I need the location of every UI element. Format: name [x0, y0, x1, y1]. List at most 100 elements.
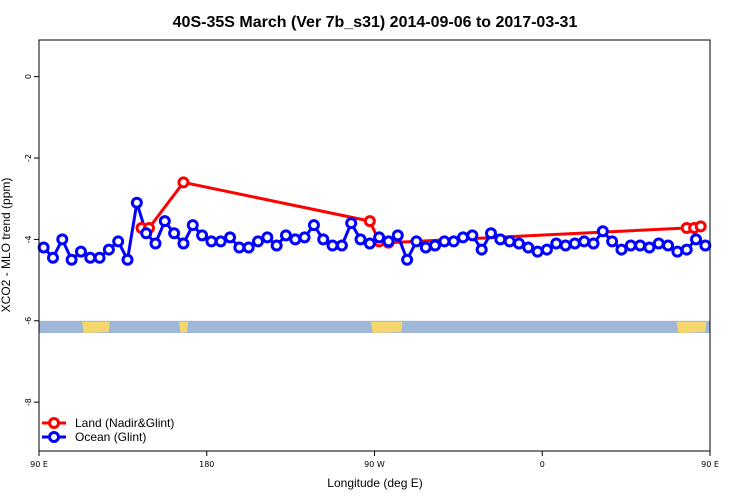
- series-point-1: [158, 215, 171, 228]
- series-point-1: [37, 241, 50, 254]
- series-point-1: [457, 231, 470, 244]
- series-point-1: [242, 241, 255, 254]
- y-tick-label: -8: [24, 398, 33, 406]
- legend-item-ocean: Ocean (Glint): [42, 430, 146, 444]
- y-tick-label: -2: [24, 154, 33, 162]
- series-point-1: [289, 233, 302, 246]
- series-point-1: [410, 235, 423, 248]
- series-point-1: [84, 251, 97, 264]
- series-point-1: [475, 243, 488, 256]
- series-point-0: [177, 176, 190, 189]
- legend-land-marker: [48, 417, 60, 429]
- y-axis: 0 -2 -4 -6 -8: [24, 74, 39, 406]
- series-point-1: [121, 253, 134, 266]
- x-axis: 90 E 180 90 W 0 90 E: [30, 451, 719, 469]
- series-point-1: [466, 229, 479, 242]
- x-tick-label: 90 W: [364, 460, 385, 469]
- series-point-1: [261, 231, 274, 244]
- series-point-1: [56, 233, 69, 246]
- x-axis-label: Longitude (deg E): [327, 476, 422, 490]
- y-axis-label: XCO2 - MLO trend (ppm): [0, 178, 13, 313]
- legend-item-land: Land (Nadir&Glint): [42, 416, 174, 430]
- series-point-1: [503, 235, 516, 248]
- series-point-1: [224, 231, 237, 244]
- series-point-1: [662, 239, 675, 252]
- series-point-1: [512, 237, 525, 250]
- land-patch: [370, 321, 403, 333]
- series-point-1: [578, 235, 591, 248]
- series-point-1: [363, 237, 376, 250]
- series-point-0: [694, 220, 707, 233]
- series-point-1: [382, 235, 395, 248]
- series-point-1: [671, 245, 684, 258]
- series-point-1: [130, 196, 143, 209]
- series-point-0: [363, 215, 376, 228]
- legend-ocean-label: Ocean (Glint): [75, 430, 146, 444]
- series-point-1: [102, 243, 115, 256]
- series-point-1: [186, 219, 199, 232]
- series-point-1: [168, 227, 181, 240]
- series-point-1: [606, 235, 619, 248]
- series-point-1: [298, 231, 311, 244]
- series-point-1: [596, 225, 609, 238]
- series-point-1: [699, 239, 712, 252]
- series-point-1: [214, 235, 227, 248]
- series-point-1: [317, 233, 330, 246]
- series-point-1: [550, 237, 563, 250]
- series-point-1: [624, 239, 637, 252]
- legend: Land (Nadir&Glint) Ocean (Glint): [42, 416, 174, 444]
- series-point-1: [634, 239, 647, 252]
- series-point-1: [438, 235, 451, 248]
- series-point-1: [354, 233, 367, 246]
- series-point-1: [205, 235, 218, 248]
- series-point-1: [540, 243, 553, 256]
- series-point-1: [345, 217, 358, 230]
- series-point-1: [270, 239, 283, 252]
- series-point-1: [326, 239, 339, 252]
- series-point-1: [373, 231, 386, 244]
- series-point-1: [494, 233, 507, 246]
- series-point-1: [279, 229, 292, 242]
- series-point-1: [447, 235, 460, 248]
- series-point-1: [391, 229, 404, 242]
- x-tick-label: 90 E: [30, 460, 48, 469]
- series-point-1: [401, 253, 414, 266]
- map-strip: [39, 320, 710, 333]
- y-tick-label: -4: [24, 235, 33, 243]
- y-tick-label: 0: [24, 74, 33, 79]
- legend-ocean-marker: [48, 431, 60, 443]
- series-point-1: [484, 227, 497, 240]
- series-point-1: [335, 239, 348, 252]
- series-point-1: [531, 245, 544, 258]
- series-point-1: [307, 219, 320, 232]
- series-point-1: [196, 229, 209, 242]
- land-patch: [81, 321, 110, 333]
- series-point-1: [652, 237, 665, 250]
- series-point-1: [93, 251, 106, 264]
- land-patch: [676, 321, 707, 333]
- series-point-1: [112, 235, 125, 248]
- land-patch: [178, 321, 189, 333]
- x-tick-label: 180: [199, 460, 214, 469]
- series-point-1: [587, 237, 600, 250]
- series-point-1: [74, 245, 87, 258]
- series-point-1: [65, 253, 78, 266]
- series-point-1: [419, 241, 432, 254]
- series-point-1: [568, 237, 581, 250]
- x-tick-label: 0: [540, 460, 545, 469]
- series-points: [37, 176, 712, 266]
- y-tick-label: -6: [24, 317, 33, 325]
- series-point-1: [149, 237, 162, 250]
- series-point-1: [177, 237, 190, 250]
- series-point-1: [680, 243, 693, 256]
- series-point-1: [140, 227, 153, 240]
- series-point-1: [522, 241, 535, 254]
- series-point-1: [690, 233, 703, 246]
- series-point-1: [233, 241, 246, 254]
- series-point-1: [429, 239, 442, 252]
- series-point-1: [615, 243, 628, 256]
- x-tick-label: 90 E: [701, 460, 719, 469]
- legend-land-label: Land (Nadir&Glint): [75, 416, 174, 430]
- series-point-1: [46, 251, 59, 264]
